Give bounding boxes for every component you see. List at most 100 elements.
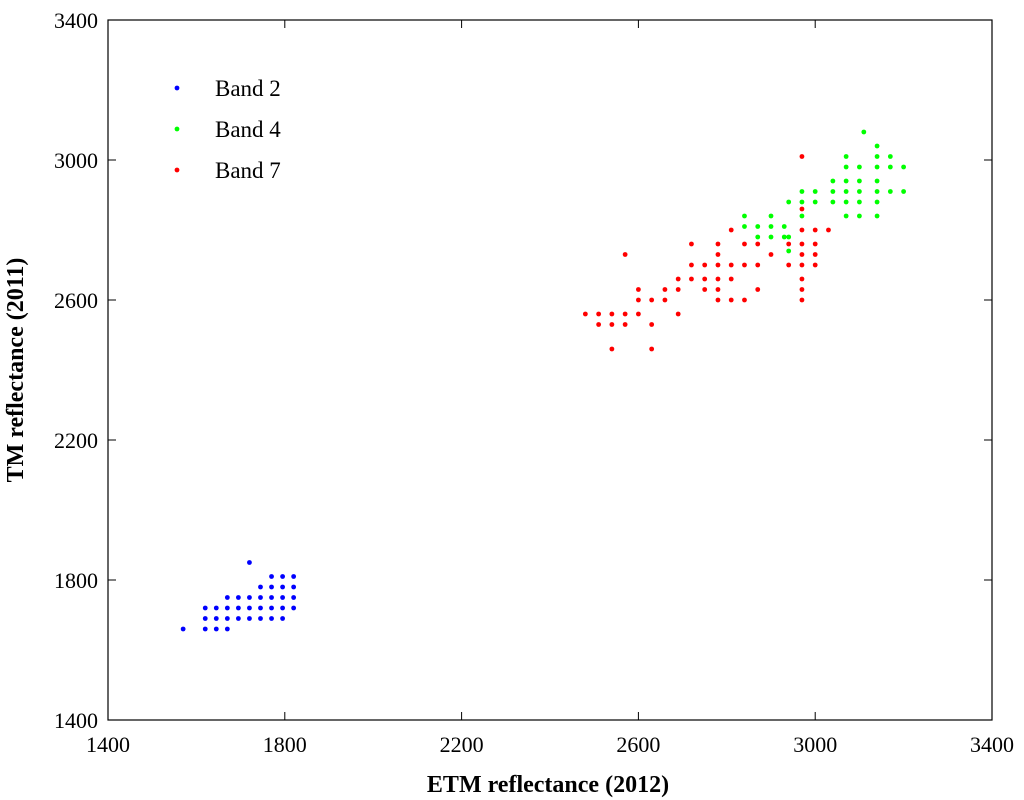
data-point bbox=[874, 213, 880, 219]
data-point bbox=[291, 584, 297, 590]
data-point bbox=[901, 164, 906, 170]
data-point bbox=[213, 626, 219, 632]
data-point bbox=[843, 213, 849, 219]
data-point bbox=[874, 178, 880, 184]
data-point bbox=[728, 262, 734, 268]
data-point bbox=[675, 287, 681, 292]
data-point bbox=[649, 346, 655, 352]
data-point bbox=[636, 311, 641, 317]
data-point bbox=[728, 297, 734, 303]
legend-marker bbox=[174, 126, 180, 132]
data-point bbox=[715, 297, 721, 303]
data-point bbox=[715, 262, 721, 268]
data-point bbox=[582, 311, 588, 317]
data-point bbox=[269, 616, 274, 621]
data-point bbox=[812, 199, 818, 205]
data-point bbox=[812, 262, 818, 268]
data-point bbox=[755, 262, 761, 268]
data-point bbox=[715, 276, 721, 282]
data-point bbox=[213, 616, 219, 621]
data-point bbox=[224, 595, 230, 600]
data-point bbox=[799, 297, 805, 303]
y-axis-ticks: 1400 1800 2200 2600 3000 3400 bbox=[54, 8, 992, 733]
legend-label: Band 7 bbox=[215, 158, 281, 183]
data-point bbox=[887, 164, 893, 170]
data-point bbox=[280, 605, 285, 611]
data-point bbox=[675, 276, 681, 282]
data-point bbox=[636, 287, 641, 292]
y-tick-label: 2600 bbox=[54, 288, 98, 313]
data-point bbox=[874, 154, 880, 159]
data-point bbox=[291, 595, 297, 600]
data-point bbox=[247, 560, 252, 565]
data-point bbox=[202, 626, 208, 632]
legend-label: Band 4 bbox=[215, 117, 281, 142]
data-point bbox=[901, 189, 906, 194]
series-1 bbox=[180, 560, 297, 632]
data-point bbox=[649, 322, 655, 327]
data-point bbox=[596, 322, 602, 327]
data-point bbox=[742, 213, 747, 219]
data-point bbox=[874, 164, 880, 170]
data-point bbox=[830, 189, 836, 194]
data-point bbox=[874, 189, 880, 194]
data-point bbox=[830, 178, 836, 184]
data-point bbox=[857, 164, 862, 170]
x-tick-label: 2200 bbox=[440, 732, 484, 757]
data-point bbox=[235, 605, 241, 611]
x-tick-label: 3400 bbox=[970, 732, 1014, 757]
data-point bbox=[812, 252, 818, 257]
data-point bbox=[258, 616, 263, 621]
data-point bbox=[781, 234, 787, 240]
data-point bbox=[702, 287, 708, 292]
data-point bbox=[826, 227, 831, 233]
data-point bbox=[755, 234, 761, 240]
data-point bbox=[609, 311, 615, 317]
data-point bbox=[786, 248, 792, 254]
y-tick-label: 2200 bbox=[54, 428, 98, 453]
data-point bbox=[887, 154, 893, 159]
data-point bbox=[786, 199, 792, 205]
data-point bbox=[675, 311, 681, 317]
data-point bbox=[728, 276, 734, 282]
data-point bbox=[224, 626, 230, 632]
legend-label: Band 2 bbox=[215, 76, 281, 101]
data-point bbox=[702, 262, 708, 268]
data-point bbox=[258, 595, 263, 600]
data-point bbox=[812, 189, 818, 194]
data-point bbox=[887, 189, 893, 194]
data-point bbox=[830, 199, 836, 205]
data-point bbox=[786, 234, 792, 240]
data-point bbox=[755, 224, 761, 229]
data-point bbox=[180, 626, 186, 632]
data-point bbox=[689, 241, 694, 247]
data-point bbox=[728, 227, 734, 233]
data-point bbox=[768, 224, 774, 229]
data-point bbox=[843, 189, 849, 194]
data-point bbox=[609, 322, 615, 327]
data-point bbox=[609, 346, 615, 352]
data-point bbox=[269, 605, 274, 611]
data-point bbox=[799, 252, 805, 257]
data-point bbox=[202, 616, 208, 621]
x-tick-label: 3000 bbox=[793, 732, 837, 757]
data-point bbox=[799, 189, 805, 194]
data-point bbox=[715, 241, 721, 247]
data-point bbox=[280, 595, 285, 600]
series-3 bbox=[582, 154, 831, 352]
data-point bbox=[280, 616, 285, 621]
data-point bbox=[622, 311, 628, 317]
data-point bbox=[742, 224, 747, 229]
data-points bbox=[180, 129, 906, 632]
data-point bbox=[662, 287, 668, 292]
data-point bbox=[269, 584, 274, 590]
x-axis-ticks: 1400 1800 2200 2600 3000 3400 bbox=[86, 20, 1014, 757]
data-point bbox=[742, 262, 747, 268]
data-point bbox=[622, 322, 628, 327]
data-point bbox=[269, 595, 274, 600]
data-point bbox=[768, 234, 774, 240]
data-point bbox=[874, 143, 880, 149]
y-tick-label: 1800 bbox=[54, 568, 98, 593]
data-point bbox=[861, 129, 867, 135]
data-point bbox=[596, 311, 602, 317]
